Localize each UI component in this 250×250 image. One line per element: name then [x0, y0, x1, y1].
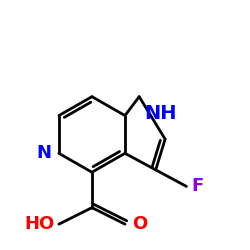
Text: HO: HO — [24, 215, 54, 233]
Text: NH: NH — [144, 104, 176, 123]
Text: O: O — [132, 215, 147, 233]
Text: F: F — [191, 178, 203, 196]
Text: N: N — [37, 144, 52, 162]
